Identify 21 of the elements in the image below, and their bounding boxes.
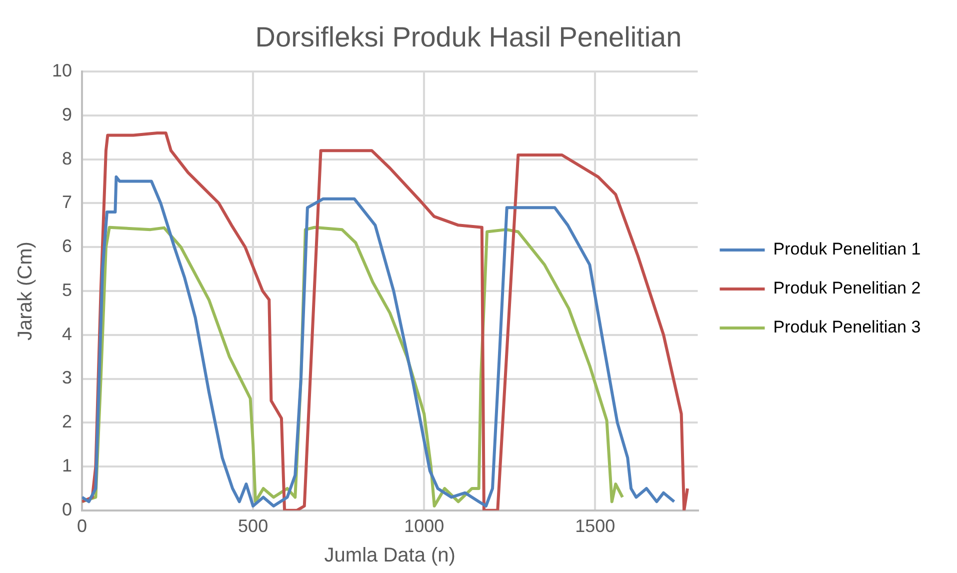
legend-label: Produk Penelitian 1 [773,240,921,259]
y-tick-label: 3 [62,368,72,388]
y-tick-label: 4 [62,324,72,344]
x-axis-title: Jumla Data (n) [324,544,456,567]
x-tick-label: 1000 [404,516,444,536]
y-tick-label: 2 [62,412,72,432]
y-axis-title: Jarak (Cm) [14,242,37,340]
x-tick-label: 0 [77,516,88,536]
chart-title: Dorsifleksi Produk Hasil Penelitian [255,22,682,53]
legend-label: Produk Penelitian 3 [773,318,921,337]
y-tick-label: 6 [62,236,72,256]
legend-label: Produk Penelitian 2 [773,278,921,298]
y-tick-label: 9 [62,104,72,124]
y-tick-label: 10 [52,60,72,81]
x-tick-label: 1500 [575,516,616,536]
y-tick-label: 1 [62,455,72,476]
y-tick-label: 5 [62,280,72,300]
x-tick-label: 500 [238,516,268,536]
y-tick-label: 7 [62,192,72,212]
y-tick-label: 0 [62,499,72,520]
y-tick-label: 8 [62,148,72,168]
